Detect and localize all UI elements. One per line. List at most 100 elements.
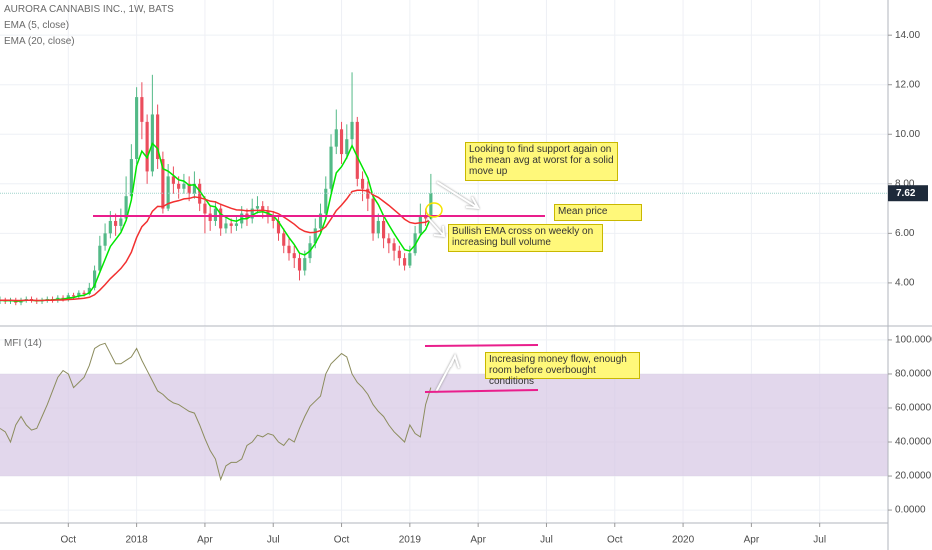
x-tick-label: Oct [607,535,623,546]
annotation: Bullish EMA cross on weekly on increasin… [448,224,603,252]
candle-body [192,183,196,194]
candle-body [171,176,175,184]
y-tick-label: 20.0000 [895,471,932,482]
candle-body [271,216,275,221]
x-tick-label: Jul [540,535,553,546]
x-tick-label: Apr [197,535,213,546]
candle-body [77,292,81,297]
candle-body [124,196,128,219]
candle-body [255,206,260,209]
candle-body [329,146,333,189]
candle-body [145,121,149,172]
y-tick-label: 10.00 [895,129,920,140]
x-tick-label: Apr [744,535,760,546]
arrow [435,353,460,393]
y-tick-label: 4.00 [895,278,915,289]
candle-body [114,220,118,226]
candle-body [297,258,302,271]
highlight-ellipse [425,202,443,218]
candle-body [355,121,359,179]
chart-title: AURORA CANNABIS INC., 1W, BATS [4,4,174,15]
y-tick-label: 8.00 [895,178,915,189]
candle-body [187,183,191,194]
x-tick-label: 2018 [125,535,148,546]
candle-body [324,188,328,214]
annotation: Mean price [554,204,642,221]
candle-body [334,129,338,147]
candle-body [429,193,433,219]
candle-body [103,233,107,246]
candle-body [161,159,165,209]
trend-line [424,344,539,347]
candle-body [140,97,144,122]
candle-body [129,159,133,197]
x-tick-label: 2019 [399,535,422,546]
ema-line [0,142,432,302]
trend-line [424,389,539,393]
candle-body [82,292,86,295]
candle-body [71,295,76,297]
candle-body [366,188,370,199]
candle-body [397,250,401,259]
last-price-box [888,185,928,202]
candle-body [360,178,365,189]
y-tick-label: 40.0000 [895,437,932,448]
candle-body [303,258,307,271]
candle-body [313,228,317,244]
candle-body [234,223,239,226]
annotation: Increasing money flow, enough room befor… [485,352,640,387]
candle-body [418,216,422,234]
candle-body [135,97,139,160]
candle-body [350,121,354,140]
candle-body [198,183,202,204]
candle-body [203,203,207,214]
y-tick-label: 12.00 [895,79,920,90]
candle-body [339,129,344,155]
candle-body [387,238,391,244]
candle-body [208,213,212,221]
candle-body [166,176,170,209]
candle-body [119,218,123,226]
candle-body [318,213,323,229]
candle-body [424,216,428,219]
arrows [427,181,480,393]
x-tick-label: Jul [267,535,280,546]
arrow [427,217,446,238]
y-tick-label: 6.00 [895,228,915,239]
candle-body [345,139,349,155]
band [0,373,888,477]
mfi-line [0,342,432,482]
candle-body [66,295,70,299]
legend-entry: EMA (20, close) [4,36,75,47]
candle-body [287,245,291,254]
candle-body [219,208,223,229]
x-tick-label: 2020 [672,535,695,546]
y-tick-label: 60.0000 [895,403,932,414]
candle-body [381,220,386,239]
candle-body [413,233,417,254]
legend: AURORA CANNABIS INC., 1W, BATS EMA (5, c… [4,4,174,47]
candle-body [292,253,296,259]
y-tick-label: 0.0000 [895,505,926,516]
y-tick-label: 14.00 [895,30,920,41]
y-tick-label: 100.0000 [895,335,932,346]
x-tick-label: Oct [334,535,350,546]
candle-body [93,270,97,288]
x-tick-label: Jul [813,535,826,546]
candle-body [182,183,186,189]
x-tick-label: Apr [470,535,486,546]
x-tick-label: Oct [61,535,77,546]
candle-body [392,243,396,251]
annotation: Looking to find support again on the mea… [465,142,618,181]
candle-body [156,114,160,160]
candle-body [213,208,218,221]
candle-body [229,223,233,226]
candle-body [261,206,265,212]
indicator-title: MFI (14) [4,338,42,349]
legend-entry: EMA (5, close) [4,20,70,31]
candle-body [408,253,412,266]
last-price-label: 7.62 [896,188,916,199]
candle-body [403,258,407,266]
